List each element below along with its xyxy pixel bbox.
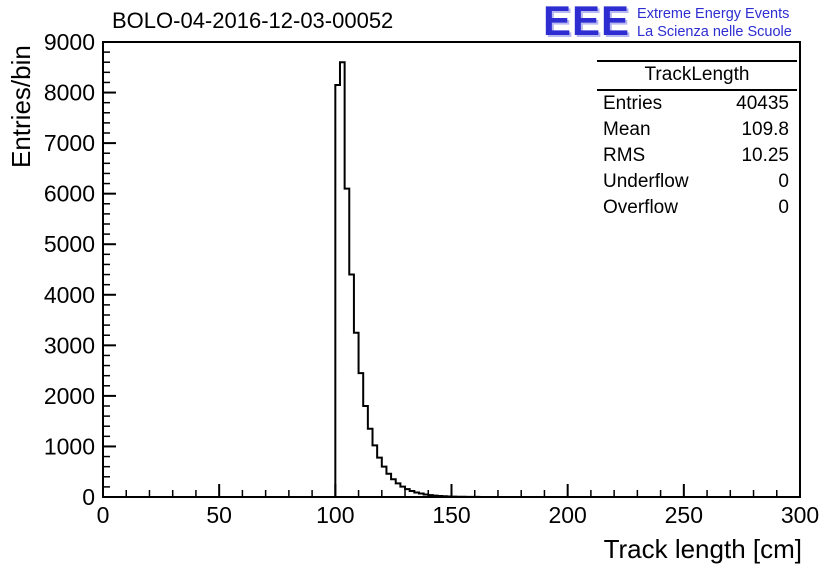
stats-label: Entries: [603, 93, 663, 114]
x-axis-label: Track length [cm]: [603, 534, 802, 564]
stats-value: 10.25: [741, 145, 789, 166]
svg-text:100: 100: [316, 502, 354, 528]
svg-text:8000: 8000: [44, 80, 95, 106]
svg-text:7000: 7000: [44, 130, 95, 156]
eee-logo: EEE Extreme Energy Events La Scienza nel…: [543, 0, 792, 44]
plot-title: BOLO-04-2016-12-03-00052: [112, 8, 394, 33]
svg-text:6000: 6000: [44, 181, 95, 207]
stats-label: RMS: [603, 145, 646, 166]
stats-label: Mean: [603, 119, 651, 140]
stats-value: 109.8: [741, 119, 789, 140]
eee-logo-subtitle: Extreme Energy Events La Scienza nelle S…: [637, 5, 792, 41]
svg-text:150: 150: [432, 502, 470, 528]
stats-value: 40435: [736, 93, 789, 114]
svg-text:0: 0: [97, 502, 110, 528]
svg-text:9000: 9000: [44, 29, 95, 55]
svg-text:5000: 5000: [44, 231, 95, 257]
svg-text:300: 300: [781, 502, 819, 528]
stats-value: 0: [778, 197, 789, 218]
logo-line-2: La Scienza nelle Scuole: [637, 24, 792, 41]
stats-row-overflow: Overflow 0: [597, 195, 797, 221]
stats-label: Underflow: [603, 171, 689, 192]
svg-text:0: 0: [82, 484, 95, 510]
eee-logo-text: EEE: [543, 0, 631, 44]
stats-box-title: TrackLength: [597, 62, 797, 91]
stats-label: Overflow: [603, 197, 678, 218]
svg-text:250: 250: [665, 502, 703, 528]
svg-text:200: 200: [548, 502, 586, 528]
stats-row-rms: RMS 10.25: [597, 143, 797, 169]
logo-line-1: Extreme Energy Events: [637, 6, 790, 22]
stats-row-mean: Mean 109.8: [597, 117, 797, 143]
svg-text:2000: 2000: [44, 383, 95, 409]
stats-row-underflow: Underflow 0: [597, 169, 797, 195]
histogram-curve: [103, 61, 800, 498]
y-axis-label: Entries/bin: [6, 45, 36, 168]
stats-box: TrackLength Entries 40435 Mean 109.8 RMS…: [597, 60, 797, 221]
svg-text:1000: 1000: [44, 433, 95, 459]
svg-text:3000: 3000: [44, 332, 95, 358]
stats-value: 0: [778, 171, 789, 192]
stats-row-entries: Entries 40435: [597, 91, 797, 117]
svg-text:50: 50: [206, 502, 232, 528]
svg-text:4000: 4000: [44, 282, 95, 308]
